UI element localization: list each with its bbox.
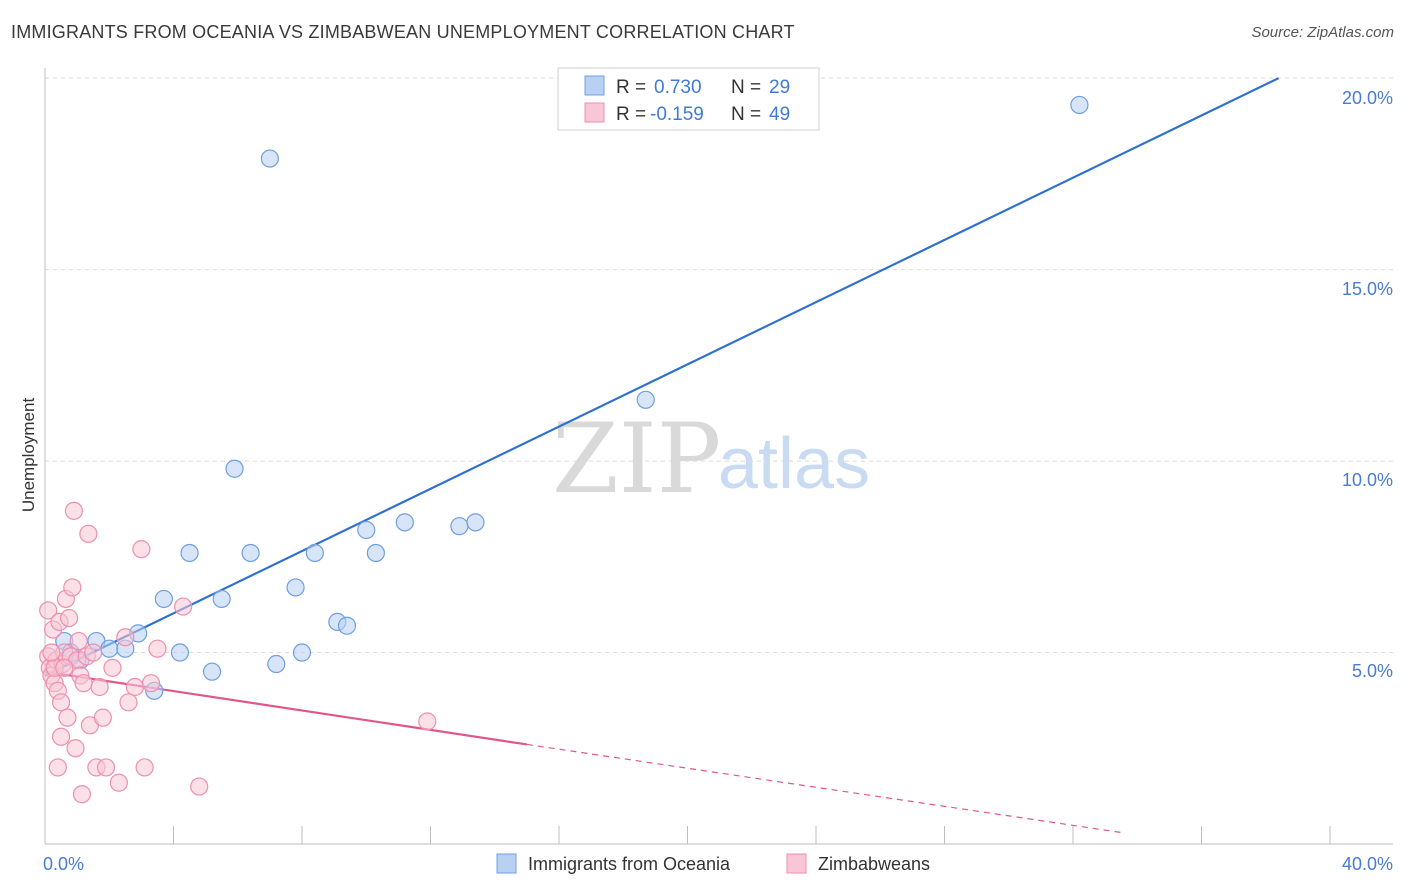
point-series-0-16 (267, 654, 286, 674)
point-series-1-39 (135, 758, 154, 777)
point-series-1-23 (72, 785, 92, 804)
point-series-1-46 (48, 758, 67, 777)
stats-r-value-1: 0.730 (654, 77, 702, 98)
y-axis-label: Unemployment (19, 398, 38, 513)
point-series-1-32 (96, 758, 116, 777)
stats-r-label-1: R = (616, 77, 646, 98)
legend-label-zimbabweans: Zimbabweans (818, 854, 930, 874)
point-series-0-17 (286, 578, 305, 597)
y-tick-label-10: 10.0% (1342, 470, 1393, 490)
trend-line-series-1 (44, 670, 528, 746)
stats-r-label-2: R = (616, 104, 646, 125)
y-tick-label-15: 15.0% (1342, 279, 1393, 299)
legend-swatch-oceania (496, 853, 517, 874)
point-series-0-25 (450, 517, 469, 536)
point-series-0-9 (170, 643, 190, 662)
data-points (39, 95, 1089, 804)
x-tick-label-max: 40.0% (1342, 854, 1393, 874)
point-series-0-22 (357, 520, 376, 540)
point-series-0-26 (466, 513, 485, 532)
point-series-1-36 (119, 693, 138, 712)
point-series-1-0 (39, 601, 58, 620)
point-series-1-38 (132, 540, 151, 559)
point-series-1-43 (190, 777, 209, 796)
watermark-atlas: atlas (718, 424, 870, 504)
point-series-1-28 (84, 643, 103, 662)
point-series-1-40 (141, 674, 161, 693)
series-legend: Immigrants from Oceania Zimbabweans (496, 853, 930, 874)
stats-legend: R = 0.730 N = 29 R = -0.159 N = 49 (557, 67, 820, 131)
legend-swatch-zimbabweans (786, 853, 807, 874)
point-series-1-24 (74, 674, 93, 693)
point-series-1-42 (174, 597, 193, 616)
grid-lines (45, 77, 1393, 654)
point-series-1-10 (51, 727, 71, 746)
y-tick-label-20: 20.0% (1342, 88, 1393, 108)
point-series-1-44 (418, 712, 437, 731)
point-series-0-19 (305, 543, 324, 563)
point-series-0-8 (154, 589, 173, 609)
point-series-1-35 (116, 628, 135, 647)
point-series-1-17 (63, 578, 82, 597)
point-series-1-41 (148, 639, 167, 658)
stats-swatch-zimbabweans (584, 102, 605, 123)
stats-swatch-oceania (584, 75, 605, 96)
axes (44, 68, 1393, 845)
point-series-1-14 (58, 708, 77, 727)
point-series-1-34 (109, 773, 128, 792)
point-series-1-37 (125, 677, 145, 697)
stats-n-value-2: 49 (769, 104, 790, 125)
trend-lines (44, 77, 1280, 834)
point-series-1-31 (93, 708, 112, 727)
point-series-0-28 (1070, 95, 1089, 115)
point-series-1-18 (64, 501, 84, 520)
source-label: Source: ZipAtlas.com (1251, 24, 1394, 41)
point-series-1-47 (55, 658, 74, 677)
point-series-0-24 (395, 513, 414, 532)
point-series-0-23 (366, 543, 385, 563)
point-series-0-10 (180, 543, 199, 563)
point-series-0-4 (100, 639, 119, 658)
stats-n-label-2: N = (731, 104, 761, 125)
point-series-1-9 (51, 693, 71, 712)
point-series-1-48 (42, 643, 61, 662)
point-series-0-15 (260, 149, 279, 168)
x-tick-label-min: 0.0% (43, 854, 84, 874)
stats-n-label-1: N = (731, 77, 761, 98)
point-series-0-12 (212, 589, 231, 609)
point-series-1-33 (103, 658, 122, 677)
point-series-0-27 (636, 390, 655, 409)
point-series-1-19 (66, 739, 85, 758)
point-series-1-30 (90, 677, 109, 697)
trend-line-series-0 (44, 77, 1280, 677)
legend-label-oceania: Immigrants from Oceania (528, 854, 731, 874)
point-series-0-14 (241, 543, 260, 563)
point-series-0-21 (337, 616, 357, 635)
point-series-1-15 (59, 608, 79, 628)
chart-title: IMMIGRANTS FROM OCEANIA VS ZIMBABWEAN UN… (11, 22, 795, 42)
point-series-1-21 (69, 631, 88, 651)
stats-n-value-1: 29 (769, 77, 790, 98)
y-tick-label-5: 5.0% (1352, 661, 1393, 681)
point-series-0-18 (292, 643, 312, 662)
trend-line-extension-series-1 (526, 743, 1122, 834)
point-series-0-11 (202, 662, 222, 681)
point-series-1-26 (79, 524, 98, 543)
point-series-0-13 (225, 459, 244, 478)
watermark-zip: ZIP (552, 403, 721, 515)
stats-r-value-2: -0.159 (650, 104, 704, 125)
